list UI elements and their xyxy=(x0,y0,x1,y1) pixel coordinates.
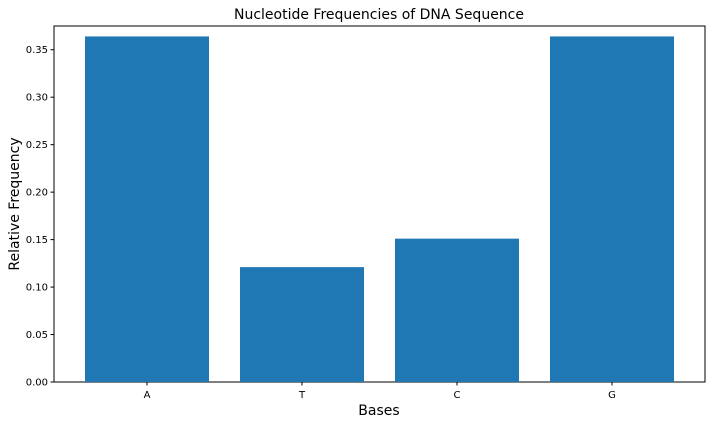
y-tick-label: 0.15 xyxy=(26,235,48,246)
chart-title: Nucleotide Frequencies of DNA Sequence xyxy=(234,7,524,23)
y-tick-label: 0.05 xyxy=(26,330,48,341)
plot-frame xyxy=(53,25,706,383)
bar-t xyxy=(240,267,364,382)
y-tick-label: 0.00 xyxy=(26,378,48,389)
x-tick-label: G xyxy=(608,390,616,401)
plot-area: A T C G 0.00 0.05 0.10 0.15 0.20 0.25 0.30 0.35 xyxy=(26,25,706,401)
x-tick-label: T xyxy=(298,390,306,401)
x-tick-label: C xyxy=(454,390,461,401)
x-axis-label: Bases xyxy=(358,403,399,419)
y-axis-label: Relative Frequency xyxy=(7,137,23,270)
y-tick-label: 0.35 xyxy=(26,45,48,56)
y-tick-label: 0.30 xyxy=(26,93,48,104)
y-tick-label: 0.25 xyxy=(26,140,48,151)
bars-group xyxy=(85,36,674,382)
bar-c xyxy=(395,238,519,382)
x-tick-label: A xyxy=(144,390,151,401)
y-tick-label: 0.10 xyxy=(26,283,48,294)
y-tick-label: 0.20 xyxy=(26,188,48,199)
y-axis-ticks: 0.00 0.05 0.10 0.15 0.20 0.25 0.30 0.35 xyxy=(26,45,54,389)
bar-g xyxy=(550,36,674,382)
bar-a xyxy=(85,36,209,382)
